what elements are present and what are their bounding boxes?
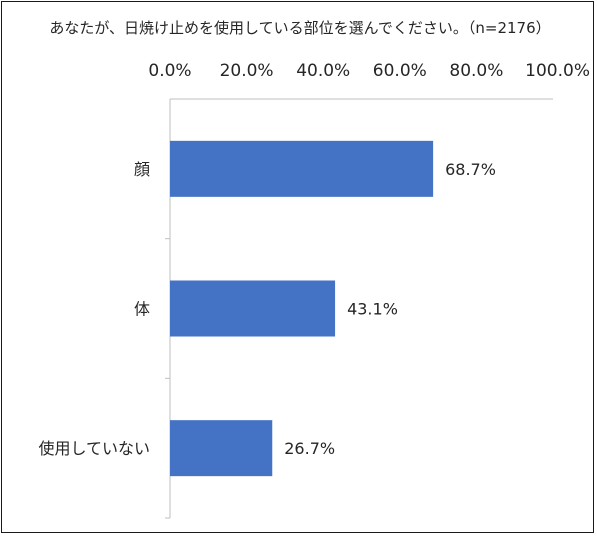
x-tick-label: 60.0% bbox=[373, 61, 427, 81]
x-tick-label: 20.0% bbox=[220, 61, 274, 81]
bar bbox=[170, 280, 336, 337]
category-label: 使用していない bbox=[38, 439, 150, 458]
x-tick-label: 80.0% bbox=[449, 61, 503, 81]
category-label: 体 bbox=[134, 300, 150, 319]
bar bbox=[170, 140, 434, 197]
data-label: 68.7% bbox=[445, 160, 496, 179]
bar bbox=[170, 420, 273, 477]
x-tick-label: 0.0% bbox=[148, 61, 191, 81]
chart-title: あなたが、日焼け止めを使用している部位を選んでください。（n=2176） bbox=[49, 19, 550, 37]
x-tick-label: 100.0% bbox=[525, 61, 590, 81]
category-label: 顔 bbox=[134, 160, 150, 179]
x-tick-label: 40.0% bbox=[296, 61, 350, 81]
data-label: 43.1% bbox=[347, 300, 398, 319]
data-label: 26.7% bbox=[284, 439, 335, 458]
